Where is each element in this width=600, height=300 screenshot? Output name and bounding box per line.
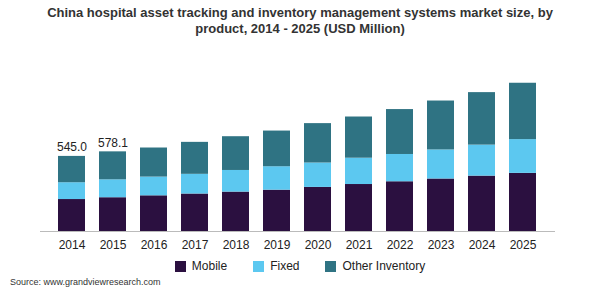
- svg-text:545.0: 545.0: [57, 140, 87, 154]
- html-text:Source: www.grandviewresearch.: Source: www.grandviewresearch.com: [10, 277, 161, 287]
- svg-text:2020: 2020: [305, 238, 332, 252]
- svg-text:2016: 2016: [141, 238, 168, 252]
- svg-text:2023: 2023: [428, 238, 455, 252]
- html-text:Other Inventory: Other Inventory: [342, 259, 426, 273]
- svg-text:2024: 2024: [469, 238, 496, 252]
- svg-text:2018: 2018: [223, 238, 250, 252]
- svg-text:578.1: 578.1: [98, 136, 128, 150]
- svg-text:2025: 2025: [510, 238, 537, 252]
- svg-text:2015: 2015: [100, 238, 127, 252]
- html-text:Fixed: Fixed: [270, 259, 300, 273]
- html-text:Mobile: Mobile: [191, 259, 228, 273]
- svg-text:2022: 2022: [387, 238, 414, 252]
- svg-text:2019: 2019: [264, 238, 291, 252]
- svg-text:2017: 2017: [182, 238, 209, 252]
- html-text:China hospital asset tracking: China hospital asset tracking and invent…: [47, 5, 553, 36]
- svg-text:2021: 2021: [346, 238, 373, 252]
- svg-text:2014: 2014: [59, 238, 86, 252]
